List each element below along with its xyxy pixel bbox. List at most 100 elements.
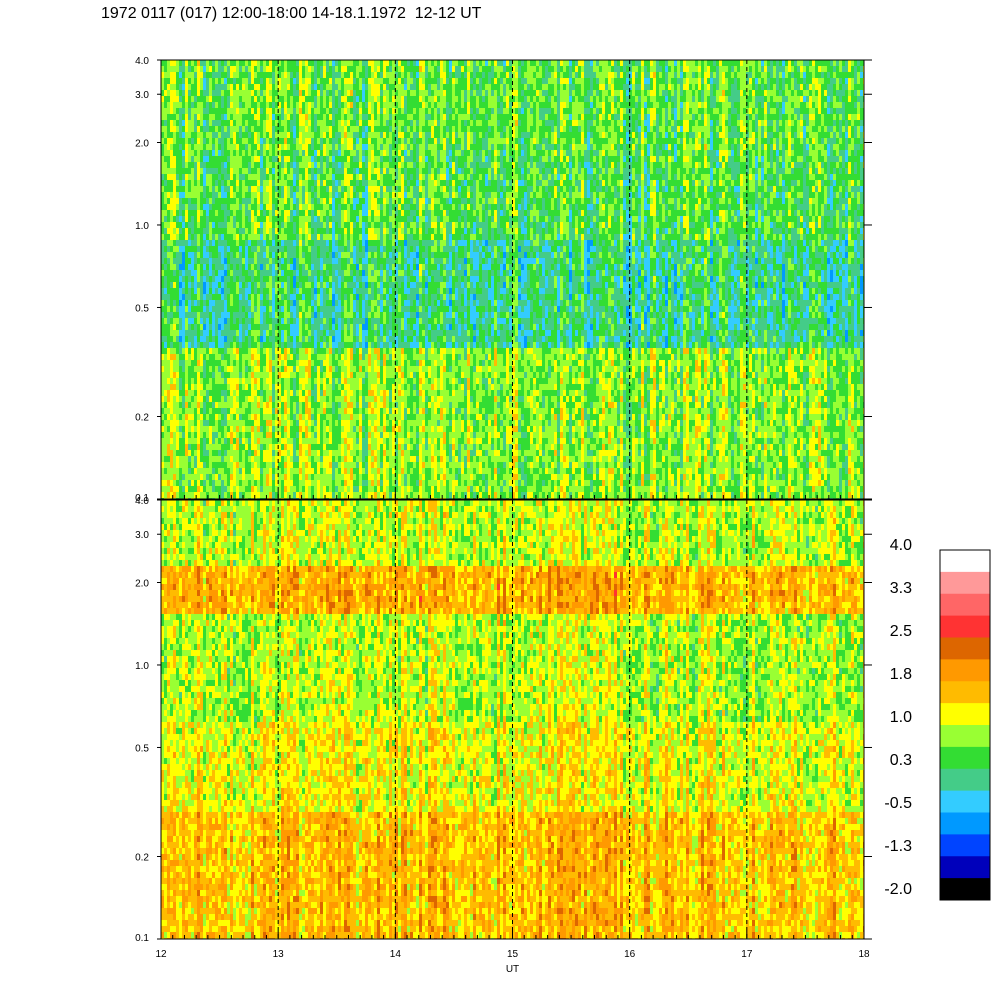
heatmap-cell bbox=[179, 222, 182, 228]
heatmap-cell bbox=[344, 114, 347, 120]
heatmap-cell bbox=[200, 60, 203, 66]
heatmap-cell bbox=[323, 156, 326, 162]
heatmap-cell bbox=[257, 378, 260, 384]
heatmap-cell bbox=[221, 156, 224, 162]
heatmap-cell bbox=[233, 186, 236, 192]
heatmap-cell bbox=[179, 252, 182, 258]
heatmap-cell bbox=[323, 330, 326, 336]
heatmap-cell bbox=[323, 288, 326, 294]
heatmap-cell bbox=[359, 378, 362, 384]
heatmap-cell bbox=[275, 396, 278, 402]
heatmap-cell bbox=[227, 72, 230, 78]
heatmap-cell bbox=[221, 60, 224, 66]
heatmap-cell bbox=[299, 162, 302, 168]
heatmap-cell bbox=[290, 462, 293, 468]
heatmap-cell bbox=[260, 90, 263, 96]
heatmap-cell bbox=[269, 120, 272, 126]
heatmap-cell bbox=[299, 282, 302, 288]
heatmap-cell bbox=[176, 486, 179, 492]
heatmap-cell bbox=[344, 414, 347, 420]
heatmap-cell bbox=[275, 300, 278, 306]
heatmap-cell bbox=[338, 258, 341, 264]
heatmap-cell bbox=[182, 180, 185, 186]
heatmap-cell bbox=[212, 162, 215, 168]
heatmap-cell bbox=[242, 384, 245, 390]
heatmap-cell bbox=[266, 156, 269, 162]
heatmap-cell bbox=[290, 312, 293, 318]
heatmap-cell bbox=[290, 162, 293, 168]
heatmap-cell bbox=[299, 60, 302, 66]
heatmap-cell bbox=[359, 186, 362, 192]
heatmap-cell bbox=[329, 426, 332, 432]
heatmap-cell bbox=[311, 456, 314, 462]
heatmap-cell bbox=[185, 246, 188, 252]
heatmap-cell bbox=[323, 390, 326, 396]
heatmap-cell bbox=[224, 156, 227, 162]
heatmap-cell bbox=[185, 240, 188, 246]
heatmap-cell bbox=[230, 78, 233, 84]
heatmap-cell bbox=[356, 210, 359, 216]
heatmap-cell bbox=[245, 384, 248, 390]
heatmap-cell bbox=[338, 414, 341, 420]
heatmap-cell bbox=[347, 390, 350, 396]
heatmap-cell bbox=[206, 186, 209, 192]
heatmap-cell bbox=[323, 456, 326, 462]
heatmap-cell bbox=[353, 384, 356, 390]
heatmap-cell bbox=[359, 408, 362, 414]
heatmap-cell bbox=[215, 360, 218, 366]
heatmap-cell bbox=[299, 288, 302, 294]
heatmap-cell bbox=[341, 366, 344, 372]
heatmap-cell bbox=[284, 102, 287, 108]
heatmap-cell bbox=[314, 72, 317, 78]
heatmap-cell bbox=[224, 468, 227, 474]
heatmap-cell bbox=[230, 390, 233, 396]
heatmap-cell bbox=[248, 72, 251, 78]
heatmap-cell bbox=[293, 258, 296, 264]
heatmap-cell bbox=[257, 132, 260, 138]
heatmap-cell bbox=[206, 360, 209, 366]
heatmap-cell bbox=[185, 162, 188, 168]
heatmap-cell bbox=[209, 384, 212, 390]
heatmap-cell bbox=[215, 252, 218, 258]
heatmap-cell bbox=[275, 72, 278, 78]
heatmap-cell bbox=[221, 192, 224, 198]
heatmap-cell bbox=[233, 216, 236, 222]
heatmap-cell bbox=[233, 426, 236, 432]
heatmap-cell bbox=[302, 426, 305, 432]
heatmap-cell bbox=[287, 216, 290, 222]
heatmap-cell bbox=[362, 192, 365, 198]
heatmap-cell bbox=[335, 156, 338, 162]
heatmap-cell bbox=[218, 198, 221, 204]
heatmap-cell bbox=[281, 372, 284, 378]
heatmap-cell bbox=[197, 288, 200, 294]
heatmap-cell bbox=[314, 426, 317, 432]
heatmap-cell bbox=[350, 78, 353, 84]
heatmap-cell bbox=[203, 198, 206, 204]
heatmap-cell bbox=[332, 114, 335, 120]
heatmap-cell bbox=[242, 288, 245, 294]
heatmap-cell bbox=[278, 96, 281, 102]
heatmap-cell bbox=[221, 456, 224, 462]
heatmap-cell bbox=[173, 360, 176, 366]
heatmap-cell bbox=[170, 414, 173, 420]
heatmap-cell bbox=[164, 186, 167, 192]
heatmap-cell bbox=[221, 438, 224, 444]
heatmap-cell bbox=[257, 246, 260, 252]
heatmap-cell bbox=[299, 180, 302, 186]
heatmap-cell bbox=[209, 90, 212, 96]
heatmap-cell bbox=[281, 492, 284, 498]
heatmap-cell bbox=[236, 192, 239, 198]
heatmap-cell bbox=[272, 240, 275, 246]
heatmap-cell bbox=[317, 60, 320, 66]
heatmap-cell bbox=[254, 258, 257, 264]
heatmap-cell bbox=[239, 438, 242, 444]
heatmap-cell bbox=[200, 450, 203, 456]
heatmap-cell bbox=[278, 270, 281, 276]
heatmap-cell bbox=[188, 162, 191, 168]
heatmap-cell bbox=[296, 390, 299, 396]
heatmap-cell bbox=[260, 126, 263, 132]
heatmap-cell bbox=[296, 480, 299, 486]
heatmap-cell bbox=[164, 348, 167, 354]
heatmap-cell bbox=[206, 66, 209, 72]
heatmap-cell bbox=[200, 156, 203, 162]
